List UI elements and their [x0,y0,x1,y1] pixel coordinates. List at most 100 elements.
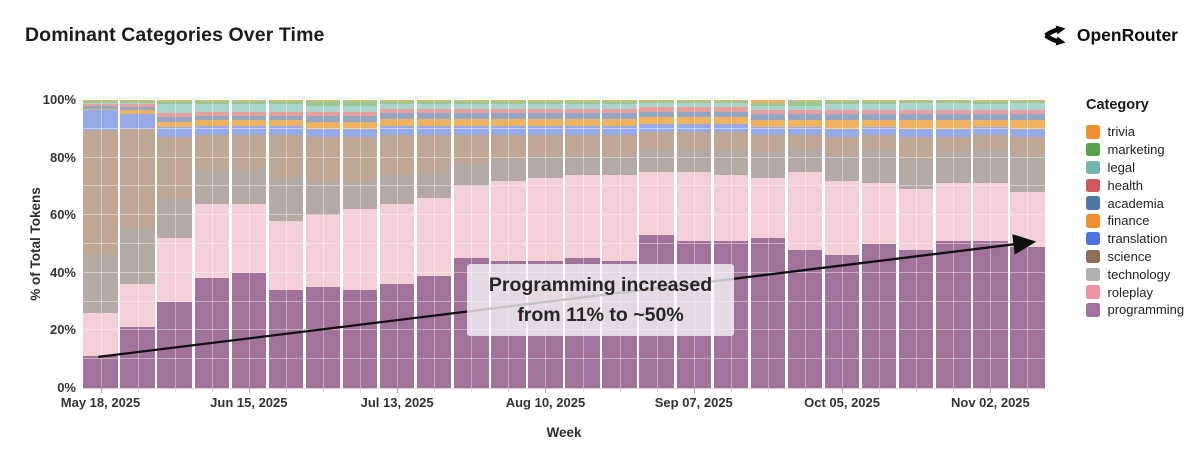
bar-segment-legal[interactable] [602,104,637,109]
bar-segment-legal[interactable] [231,104,267,112]
bar-segment-marketing[interactable] [713,101,749,103]
bar-segment-academia[interactable] [787,114,823,121]
bar-segment-health[interactable] [787,110,823,115]
bar-week-Jun 15, 2025[interactable] [231,100,267,388]
bar-segment-finance[interactable] [861,120,897,128]
bar-segment-roleplay[interactable] [602,174,637,262]
bar-segment-health[interactable] [305,111,341,116]
bar-segment-science[interactable] [602,134,637,155]
bar-segment-programming[interactable] [268,289,304,388]
bar-week-Sep 14, 2025[interactable] [713,100,749,388]
bar-segment-marketing[interactable] [305,101,341,106]
bar-segment-technology[interactable] [898,157,934,190]
bar-segment-legal[interactable] [83,102,118,105]
bar-week-Sep 28, 2025[interactable] [787,100,823,388]
bar-segment-marketing[interactable] [379,101,415,105]
bar-segment-health[interactable] [157,112,192,118]
bar-segment-science[interactable] [83,130,118,256]
bar-segment-programming[interactable] [157,301,192,388]
bar-segment-trivia[interactable] [936,100,971,102]
bar-segment-finance[interactable] [416,118,452,126]
bar-segment-health[interactable] [676,107,711,112]
bar-segment-translation[interactable] [565,125,600,135]
legend-item-finance[interactable]: finance [1086,212,1184,230]
bar-segment-technology[interactable] [120,226,155,285]
bar-segment-legal[interactable] [898,102,934,111]
bar-segment-health[interactable] [639,107,674,112]
bar-segment-academia[interactable] [565,112,600,119]
bar-segment-academia[interactable] [231,115,267,121]
bar-segment-marketing[interactable] [491,101,526,105]
bar-segment-health[interactable] [491,108,526,113]
bar-segment-academia[interactable] [824,114,860,121]
bar-segment-health[interactable] [750,110,786,115]
bar-segment-technology[interactable] [157,197,192,239]
bar-segment-technology[interactable] [936,151,971,184]
bar-segment-legal[interactable] [861,104,897,111]
bar-segment-health[interactable] [379,108,415,113]
bar-segment-marketing[interactable] [268,101,304,105]
bar-segment-finance[interactable] [1010,120,1045,129]
bar-week-Oct 12, 2025[interactable] [861,100,897,388]
bar-segment-health[interactable] [454,108,489,113]
bar-segment-technology[interactable] [416,171,452,198]
legend-item-marketing[interactable]: marketing [1086,141,1184,159]
bar-segment-legal[interactable] [824,104,860,111]
bar-segment-science[interactable] [898,137,934,158]
bar-segment-finance[interactable] [528,118,563,126]
bar-segment-roleplay[interactable] [676,171,711,242]
bar-segment-trivia[interactable] [713,100,749,102]
bar-segment-programming[interactable] [787,249,823,388]
bar-segment-health[interactable] [936,110,971,115]
bar-segment-legal[interactable] [268,104,304,112]
bar-segment-science[interactable] [491,134,526,158]
bar-segment-roleplay[interactable] [824,180,860,256]
bar-segment-academia[interactable] [936,114,971,121]
bar-segment-marketing[interactable] [639,101,674,103]
bar-segment-technology[interactable] [491,157,526,181]
bar-segment-marketing[interactable] [528,101,563,105]
bar-segment-health[interactable] [268,111,304,116]
bar-week-Aug 10, 2025[interactable] [528,100,563,388]
bar-segment-academia[interactable] [861,114,897,121]
bar-segment-programming[interactable] [973,241,1008,388]
bar-segment-translation[interactable] [454,125,489,135]
bar-segment-translation[interactable] [416,125,452,135]
bar-segment-science[interactable] [342,137,378,181]
bar-segment-finance[interactable] [824,120,860,129]
bar-segment-academia[interactable] [602,112,637,119]
bar-segment-trivia[interactable] [639,100,674,102]
bar-segment-marketing[interactable] [676,101,711,103]
bar-segment-legal[interactable] [750,105,786,111]
bar-segment-roleplay[interactable] [936,183,971,242]
bar-segment-marketing[interactable] [824,101,860,105]
bar-segment-translation[interactable] [936,128,971,138]
bar-segment-technology[interactable] [1010,154,1045,193]
bar-segment-legal[interactable] [676,102,711,108]
bar-segment-programming[interactable] [120,327,155,388]
bar-segment-health[interactable] [861,110,897,115]
bar-segment-translation[interactable] [787,127,823,135]
bar-segment-programming[interactable] [194,278,229,388]
bar-segment-technology[interactable] [750,151,786,178]
bar-segment-trivia[interactable] [750,100,786,103]
bar-segment-marketing[interactable] [861,101,897,105]
bar-segment-translation[interactable] [231,125,267,135]
bar-segment-programming[interactable] [936,241,971,388]
bar-segment-trivia[interactable] [454,100,489,102]
bar-segment-science[interactable] [936,137,971,152]
bar-segment-academia[interactable] [528,112,563,119]
bar-segment-health[interactable] [194,111,229,116]
bar-segment-marketing[interactable] [157,101,192,105]
bar-segment-legal[interactable] [528,104,563,109]
bar-segment-health[interactable] [231,111,267,116]
bar-segment-trivia[interactable] [268,100,304,102]
bar-segment-academia[interactable] [416,112,452,119]
bar-segment-legal[interactable] [491,104,526,109]
bar-segment-trivia[interactable] [973,100,1008,102]
bar-segment-roleplay[interactable] [713,174,749,242]
bar-segment-legal[interactable] [194,104,229,112]
bar-segment-finance[interactable] [268,120,304,126]
bar-segment-translation[interactable] [861,127,897,135]
bar-segment-finance[interactable] [157,121,192,128]
